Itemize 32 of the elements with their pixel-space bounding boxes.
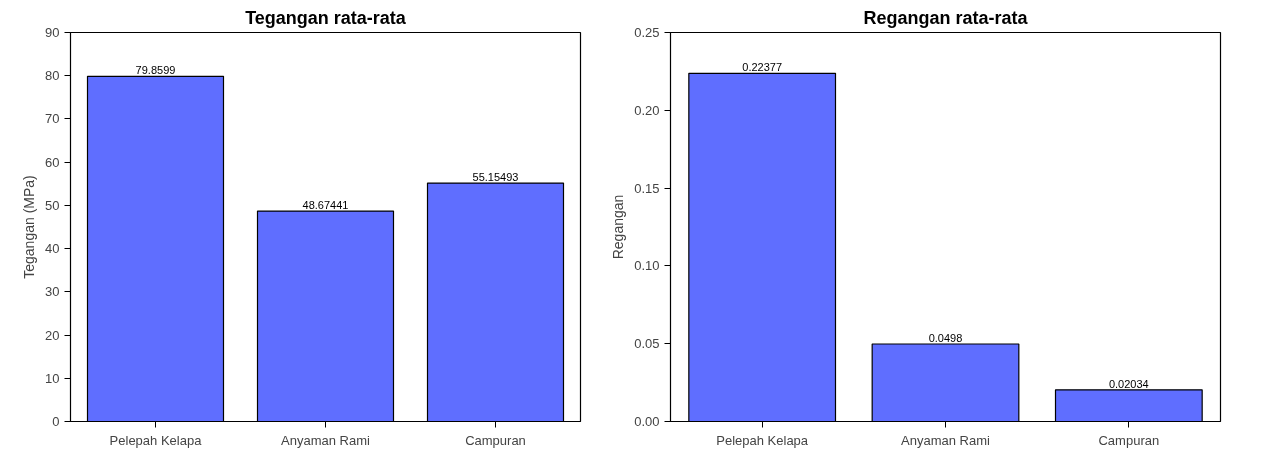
x-tick-label: Anyaman Rami	[901, 432, 991, 448]
y-tick-label: 0.25	[634, 25, 660, 40]
y-tick-label: 50	[45, 197, 60, 213]
y-tick-label: 40	[45, 241, 60, 257]
y-tick-label: 30	[45, 284, 60, 300]
data-label: 0.0498	[928, 332, 963, 345]
y-tick-label: 0.10	[634, 258, 660, 274]
x-tick-label: Campuran	[465, 432, 526, 448]
x-tick-label: Campuran	[1098, 432, 1160, 448]
data-label: 48.67441	[302, 199, 349, 212]
chart-title: Regangan rata-rata	[863, 7, 1029, 28]
chart-title: Tegangan rata-rata	[245, 7, 407, 28]
y-tick-label: 60	[45, 154, 60, 170]
data-label: 79.8599	[135, 64, 176, 77]
y-axis-title: Tegangan (MPa)	[21, 175, 38, 279]
y-tick-label: 70	[45, 111, 60, 127]
x-tick-label: Pelepah Kelapa	[109, 432, 203, 448]
y-tick-label: 20	[45, 327, 60, 343]
y-tick-label: 0.00	[634, 414, 660, 429]
x-tick-label: Anyaman Rami	[281, 432, 371, 448]
data-label: 0.02034	[1108, 377, 1149, 390]
y-tick-label: 0.15	[634, 180, 660, 196]
y-tick-label: 0.20	[634, 102, 660, 118]
data-label: 0.22377	[742, 61, 783, 74]
data-label: 55.15493	[472, 171, 519, 184]
y-tick-label: 80	[45, 68, 60, 84]
y-axis-title: Regangan	[610, 194, 627, 260]
x-tick-label: Pelepah Kelapa	[716, 432, 809, 448]
y-tick-label: 90	[45, 25, 60, 40]
y-tick-label: 0	[52, 414, 60, 429]
y-tick-label: 10	[45, 370, 60, 386]
y-tick-label: 0.05	[634, 336, 660, 352]
